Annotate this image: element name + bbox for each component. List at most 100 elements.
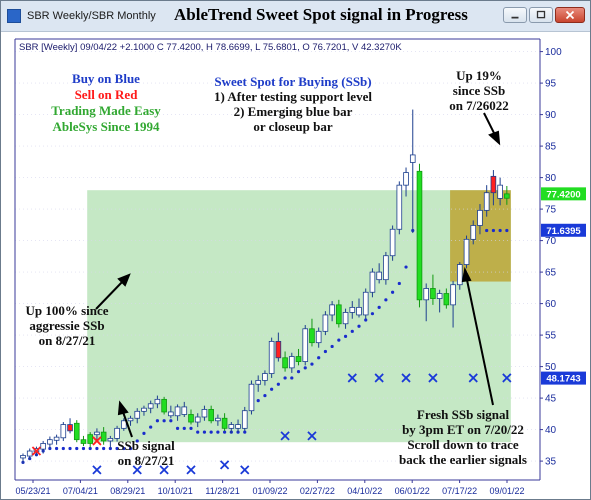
stop-x-mark bbox=[280, 431, 290, 441]
bar-body bbox=[477, 209, 483, 226]
y-tick-label: 50 bbox=[545, 362, 557, 373]
price-bar bbox=[423, 283, 429, 322]
up-100-line-1: Up 100% since bbox=[25, 303, 108, 318]
price-tag: 77.4200 bbox=[541, 187, 586, 200]
stop-x-mark bbox=[347, 373, 357, 383]
support-dot bbox=[149, 425, 153, 429]
bar-body bbox=[456, 264, 463, 286]
support-dot bbox=[135, 439, 139, 443]
x-tick-label: 04/10/22 bbox=[347, 486, 382, 496]
support-dot bbox=[323, 349, 327, 354]
up-19-line-2: since SSb bbox=[453, 83, 505, 98]
support-dot bbox=[196, 430, 200, 434]
bar-body bbox=[127, 417, 134, 422]
support-dot bbox=[202, 430, 207, 434]
bar-body bbox=[383, 255, 389, 281]
support-dot bbox=[505, 228, 509, 233]
price-bar bbox=[228, 422, 235, 434]
stop-x-mark bbox=[240, 465, 250, 475]
sweet-spot-rule-3: or closeup bar bbox=[253, 119, 332, 134]
price-bar bbox=[262, 370, 268, 386]
price-bar bbox=[194, 413, 201, 428]
bar-body bbox=[396, 184, 403, 230]
bar-body bbox=[356, 306, 362, 316]
price-bar bbox=[436, 289, 443, 313]
fresh-ssb-line-3: Scroll down to trace bbox=[407, 437, 519, 452]
price-bar bbox=[53, 434, 60, 445]
price-bar bbox=[322, 311, 329, 336]
stop-x-mark bbox=[92, 465, 102, 475]
close-button[interactable] bbox=[555, 7, 585, 23]
maximize-button[interactable] bbox=[529, 7, 553, 23]
support-dot bbox=[68, 446, 72, 451]
support-dot bbox=[350, 329, 354, 333]
price-bar bbox=[221, 413, 228, 431]
chart-app-icon bbox=[7, 9, 21, 23]
price-bar bbox=[181, 401, 188, 417]
price-bar bbox=[336, 299, 342, 328]
price-bar bbox=[47, 436, 53, 449]
price-bar bbox=[342, 308, 349, 329]
bar-body bbox=[450, 284, 456, 306]
price-bar bbox=[208, 405, 214, 424]
stop-x-mark bbox=[502, 373, 512, 383]
bar-body bbox=[369, 271, 376, 293]
price-bar bbox=[107, 435, 114, 448]
support-dot bbox=[155, 419, 159, 423]
ssb-signal-arrow bbox=[122, 411, 133, 438]
stop-x-mark bbox=[92, 436, 102, 446]
support-dot bbox=[55, 446, 59, 451]
bar-body bbox=[255, 380, 262, 385]
stop-marks bbox=[31, 373, 512, 475]
support-dot bbox=[364, 318, 368, 322]
title-bar: SBR Weekly/SBR Monthly AbleTrend Sweet S… bbox=[1, 1, 590, 32]
y-tick-label: 100 bbox=[545, 47, 562, 58]
price-bar bbox=[403, 167, 409, 197]
support-dot bbox=[498, 228, 502, 233]
bar-body bbox=[174, 406, 181, 417]
ssb-signal-line-2: on 8/27/21 bbox=[118, 453, 175, 468]
support-dot bbox=[397, 281, 401, 286]
support-dot bbox=[357, 324, 361, 328]
support-dot bbox=[296, 370, 301, 374]
bar-body bbox=[228, 424, 235, 429]
stop-x-mark bbox=[468, 373, 478, 383]
support-dot bbox=[81, 446, 86, 451]
price-bar bbox=[302, 325, 309, 366]
bar-body bbox=[322, 314, 329, 332]
price-bar bbox=[121, 418, 127, 431]
support-dot bbox=[128, 446, 133, 451]
minimize-button[interactable] bbox=[503, 7, 527, 23]
y-tick-label: 75 bbox=[545, 205, 557, 216]
bar-body bbox=[235, 424, 241, 429]
bar-body bbox=[268, 340, 275, 374]
price-tag: 71.6395 bbox=[541, 223, 586, 237]
support-dot bbox=[370, 312, 375, 316]
ssb-signal-line-1: SSb signal bbox=[117, 438, 175, 453]
bar-body bbox=[436, 293, 443, 299]
price-bar bbox=[275, 332, 282, 362]
bar-body bbox=[107, 438, 114, 442]
x-tick-label: 01/09/22 bbox=[252, 486, 287, 496]
price-chart[interactable]: 35 40 45 50 55 60 65 70 75 80 85 90 95 100 05/23/21 07… bbox=[1, 32, 590, 499]
y-tick-label: 60 bbox=[545, 299, 557, 310]
x-tick-label: 07/04/21 bbox=[63, 486, 98, 496]
support-dot bbox=[169, 419, 173, 423]
chart-tab-label[interactable]: SBR Weekly/SBR Monthly bbox=[27, 10, 156, 22]
support-dot bbox=[115, 446, 119, 451]
bar-body bbox=[201, 409, 208, 418]
price-bar bbox=[349, 301, 356, 319]
fresh-ssb-line-4: back the earlier signals bbox=[399, 452, 527, 467]
price-bar bbox=[389, 225, 396, 261]
ssb-signal-note: SSb signal on 8/27/21 bbox=[117, 438, 175, 468]
bar-body bbox=[376, 271, 382, 281]
price-bar bbox=[80, 435, 87, 446]
price-bar bbox=[450, 280, 456, 328]
bar-body bbox=[94, 431, 100, 436]
price-bar bbox=[141, 405, 147, 416]
price-bar bbox=[483, 185, 490, 217]
support-dot bbox=[75, 446, 79, 451]
price-bar bbox=[40, 440, 46, 454]
support-dot bbox=[209, 430, 213, 434]
price-bar bbox=[241, 406, 248, 431]
